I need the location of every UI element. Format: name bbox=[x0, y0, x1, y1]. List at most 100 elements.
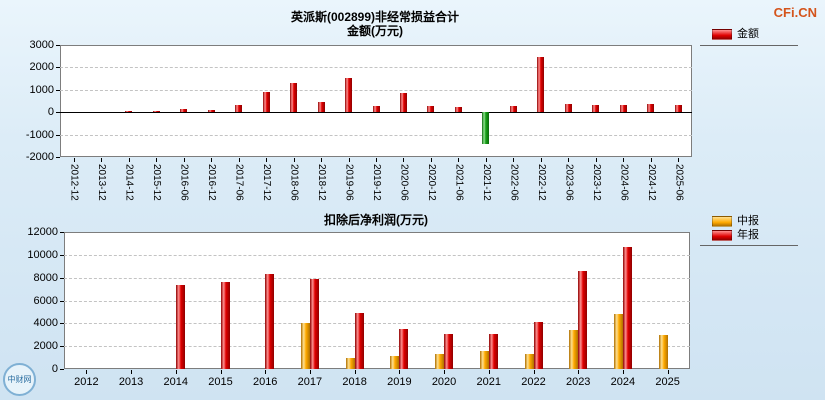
y-tick-label: 2000 bbox=[29, 61, 54, 74]
x-tick bbox=[175, 370, 177, 374]
x-tick bbox=[622, 370, 624, 374]
bar bbox=[537, 57, 545, 113]
y-tick bbox=[60, 232, 64, 233]
y-tick-label: 0 bbox=[51, 363, 58, 375]
x-tick-label: 2018-12 bbox=[316, 164, 328, 201]
x-tick-label: 2018 bbox=[342, 376, 367, 388]
x-tick-label: 2016-06 bbox=[178, 164, 190, 201]
bar bbox=[427, 106, 435, 113]
x-tick bbox=[458, 158, 460, 162]
x-tick-label: 2019-06 bbox=[343, 164, 355, 201]
y-tick bbox=[60, 346, 64, 348]
bar bbox=[658, 334, 668, 369]
interim-report-legend-swatch bbox=[712, 215, 732, 227]
x-tick-label: 2020-12 bbox=[425, 164, 437, 201]
bar bbox=[265, 274, 275, 369]
x-tick bbox=[623, 158, 625, 162]
x-tick-label: 2024-06 bbox=[618, 164, 630, 201]
x-tick bbox=[86, 370, 88, 374]
x-tick-label: 2013 bbox=[118, 376, 144, 388]
bar bbox=[390, 355, 400, 369]
bar bbox=[290, 82, 298, 113]
x-tick bbox=[376, 158, 377, 162]
site-logo-text: 中财网 bbox=[7, 375, 32, 384]
x-tick bbox=[266, 158, 268, 162]
interim-report-legend-label: 中报 bbox=[737, 215, 759, 227]
x-tick-label: 2015-12 bbox=[151, 164, 163, 201]
bar bbox=[509, 105, 517, 113]
x-tick bbox=[485, 158, 487, 162]
bar bbox=[479, 350, 489, 369]
bar bbox=[399, 329, 409, 369]
bar bbox=[482, 112, 490, 144]
gridline bbox=[64, 323, 690, 325]
bar bbox=[125, 110, 133, 113]
x-tick-label: 2021-12 bbox=[480, 164, 492, 201]
annual-report-legend-swatch bbox=[712, 229, 732, 241]
x-tick bbox=[348, 158, 350, 162]
x-tick bbox=[430, 158, 432, 162]
bar bbox=[622, 247, 632, 369]
y-tick bbox=[56, 134, 60, 136]
legend-item-amount: 金额 bbox=[712, 27, 759, 41]
x-tick bbox=[595, 158, 597, 162]
x-tick-label: 2015 bbox=[208, 376, 233, 388]
gridline bbox=[60, 134, 692, 136]
bar bbox=[317, 101, 325, 113]
x-tick-label: 2023-06 bbox=[563, 164, 575, 201]
x-tick-label: 2024 bbox=[610, 376, 636, 388]
y-tick bbox=[60, 323, 64, 325]
gridline bbox=[64, 254, 690, 256]
bottom-chart-legend: 中报 年报 bbox=[712, 214, 759, 242]
x-tick-label: 2019-12 bbox=[371, 164, 382, 201]
bar bbox=[524, 354, 534, 369]
y-tick-label: 4000 bbox=[33, 317, 58, 330]
x-tick bbox=[444, 370, 446, 374]
x-tick bbox=[156, 158, 158, 162]
bar bbox=[647, 103, 655, 113]
bar bbox=[152, 111, 160, 113]
bar bbox=[300, 323, 310, 369]
x-tick-label: 2012-12 bbox=[68, 164, 80, 201]
x-tick-label: 2025 bbox=[655, 376, 680, 388]
x-tick-label: 2020 bbox=[431, 376, 457, 388]
y-tick-label: 1000 bbox=[29, 83, 54, 96]
gridline bbox=[64, 346, 690, 348]
x-tick bbox=[678, 158, 680, 162]
x-tick-label: 2025-06 bbox=[673, 164, 685, 201]
x-tick bbox=[211, 158, 213, 162]
x-tick bbox=[321, 158, 323, 162]
gridline bbox=[64, 277, 690, 279]
x-tick bbox=[238, 158, 240, 162]
bar bbox=[592, 105, 600, 113]
bar bbox=[488, 333, 498, 369]
bar bbox=[613, 314, 623, 369]
bar bbox=[454, 106, 462, 113]
gridline bbox=[64, 300, 690, 302]
x-tick-label: 2018-06 bbox=[288, 164, 300, 201]
x-tick-label: 2019 bbox=[387, 376, 412, 388]
x-tick-label: 2013-12 bbox=[96, 164, 108, 201]
bar bbox=[619, 105, 627, 113]
x-tick-label: 2022-06 bbox=[508, 164, 520, 201]
bar bbox=[399, 93, 407, 113]
bar bbox=[262, 92, 270, 113]
bottom-chart-title: 扣除后净利润(万元) bbox=[324, 213, 428, 227]
x-tick-label: 2023 bbox=[565, 376, 591, 388]
bottom-legend-underline bbox=[700, 245, 798, 246]
x-tick bbox=[533, 370, 535, 374]
y-tick bbox=[56, 157, 60, 158]
x-tick bbox=[488, 370, 490, 374]
x-tick-label: 2021 bbox=[476, 376, 502, 388]
y-tick bbox=[60, 277, 64, 279]
bar bbox=[564, 103, 572, 113]
x-tick-label: 2014-12 bbox=[123, 164, 135, 201]
x-tick-label: 2016-12 bbox=[206, 164, 218, 201]
x-tick-label: 2020-06 bbox=[398, 164, 410, 201]
x-tick bbox=[183, 158, 185, 162]
x-tick bbox=[540, 158, 542, 162]
bar bbox=[175, 284, 185, 369]
top-chart-title: 英派斯(002899)非经常损益合计 bbox=[290, 10, 460, 24]
x-tick bbox=[73, 158, 75, 162]
